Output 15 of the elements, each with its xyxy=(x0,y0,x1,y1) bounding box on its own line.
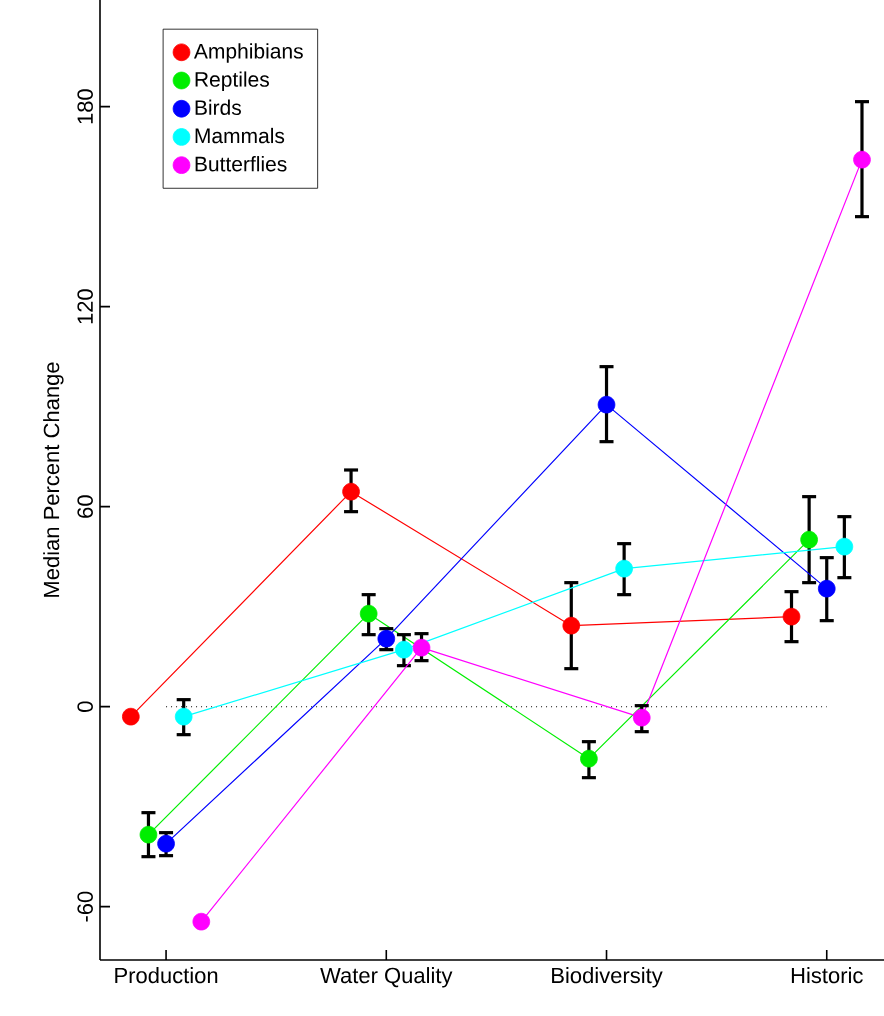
x-tick-label: Production xyxy=(115,967,218,984)
y-axis-title: Median Percent Change xyxy=(43,362,64,597)
x-tick-label: Water Quality xyxy=(320,967,453,988)
y-tick-label: -60 xyxy=(77,891,93,922)
y-tick-label: 180 xyxy=(77,89,93,124)
legend-label: Butterflies xyxy=(195,156,287,172)
legend-label: Reptiles xyxy=(195,71,269,91)
legend-label: Mammals xyxy=(195,127,285,144)
legend-label: Birds xyxy=(195,99,241,116)
y-tick-label: 120 xyxy=(77,289,93,324)
y-tick-label: 60 xyxy=(77,495,93,518)
x-tick-label: Biodiversity xyxy=(552,967,663,988)
y-tick-label: 0 xyxy=(77,701,93,712)
legend-label: Amphibians xyxy=(193,43,303,63)
x-tick-label: Historic xyxy=(791,967,863,984)
